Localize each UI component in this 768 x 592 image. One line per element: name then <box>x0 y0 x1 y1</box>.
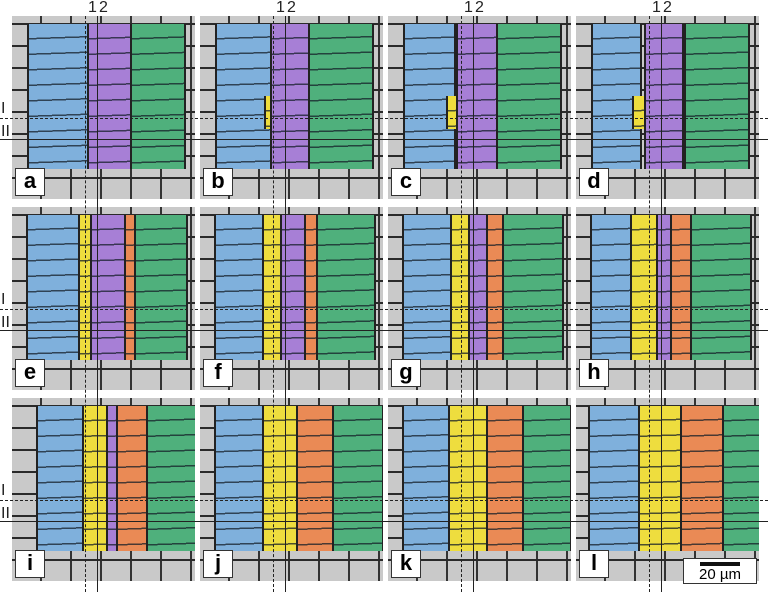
panel-label: g <box>391 359 421 387</box>
line-label: II <box>1 123 10 140</box>
panel-label: k <box>391 550 421 578</box>
panel-label: d <box>579 168 609 196</box>
cell-file-orange <box>296 406 336 551</box>
cell-file-orange <box>680 406 726 551</box>
cell-file-green <box>146 406 195 551</box>
cell-file-blue <box>27 24 91 169</box>
line-I <box>0 309 768 310</box>
line-label: II <box>1 505 10 522</box>
cell-file-green <box>522 406 571 551</box>
line-2 <box>661 16 662 592</box>
micrograph-panel-g: g <box>388 207 571 390</box>
line-label: I <box>1 482 6 499</box>
micrograph-panel-h: h <box>576 207 759 390</box>
micrograph-panel-k: k <box>388 398 571 581</box>
cell-file-green <box>332 406 383 551</box>
cell-file-green <box>684 24 750 169</box>
panel-label: h <box>579 359 609 387</box>
line-II <box>0 521 768 522</box>
line-2 <box>97 16 98 592</box>
line-label: 1 <box>652 0 661 16</box>
line-1 <box>649 16 650 592</box>
cell-file-yellow <box>448 406 490 551</box>
cell-file-orange <box>116 406 148 551</box>
line-label: 2 <box>99 0 108 16</box>
cell-file-green <box>130 24 186 169</box>
line-I <box>0 500 768 501</box>
micrograph-panel-i: i <box>12 398 195 581</box>
scale-bar-label: 20 µm <box>699 566 741 583</box>
cell-file-blue <box>214 406 266 551</box>
panel-label: c <box>391 168 421 196</box>
cell-file-blue <box>36 406 86 551</box>
cell-file-yellow <box>630 215 660 360</box>
panel-label: a <box>15 168 45 196</box>
line-label: 2 <box>663 0 672 16</box>
line-label: 1 <box>464 0 473 16</box>
cell-file-green <box>308 24 374 169</box>
cell-file-purple <box>270 24 312 169</box>
cell-file-purple <box>456 24 498 169</box>
line-II <box>0 330 768 331</box>
cell-file-green <box>690 215 752 360</box>
cell-file-yellow <box>262 406 300 551</box>
panel-label: l <box>579 550 609 578</box>
line-label: 1 <box>276 0 285 16</box>
micrograph-panel-a: a <box>12 16 195 199</box>
micrograph-panel-b: b <box>200 16 383 199</box>
cell-file-purple <box>87 24 134 169</box>
panel-label: j <box>203 550 233 578</box>
line-2 <box>473 16 474 592</box>
cell-file-blue <box>402 406 452 551</box>
cell-file-blue <box>591 24 642 169</box>
line-label: 2 <box>287 0 296 16</box>
micrograph-panel-e: e <box>12 207 195 390</box>
line-I <box>0 118 768 119</box>
cell-file-orange <box>486 406 526 551</box>
line-1 <box>85 16 86 592</box>
micrograph-panel-j: j <box>200 398 383 581</box>
micrograph-panel-d: d <box>576 16 759 199</box>
scale-bar-line <box>700 562 740 566</box>
line-1 <box>273 16 274 592</box>
panel-label: i <box>15 550 45 578</box>
cell-file-green <box>134 215 188 360</box>
line-label: II <box>1 314 10 331</box>
panel-label: e <box>15 359 45 387</box>
line-label: I <box>1 100 6 117</box>
micrograph-panel-f: f <box>200 207 383 390</box>
micrograph-panel-c: c <box>388 16 571 199</box>
line-2 <box>285 16 286 592</box>
line-label: 1 <box>88 0 97 16</box>
cell-file-purple <box>280 215 308 360</box>
cell-file-purple <box>644 24 684 169</box>
cell-file-blue <box>588 406 642 551</box>
line-label: 2 <box>475 0 484 16</box>
micrograph-panel-l: l <box>576 398 759 581</box>
cell-file-green <box>316 215 376 360</box>
cell-file-blue <box>215 24 272 169</box>
cell-file-blue <box>26 215 86 360</box>
cell-file-green <box>502 215 564 360</box>
cell-file-green <box>496 24 562 169</box>
scale-bar: 20 µm <box>683 558 757 584</box>
cell-file-yellow <box>82 406 110 551</box>
cell-file-orange <box>486 215 506 360</box>
cell-file-green <box>722 406 759 551</box>
panel-label: f <box>203 359 233 387</box>
line-label: I <box>1 291 6 308</box>
cell-file-blue <box>214 215 270 360</box>
line-II <box>0 139 768 140</box>
line-1 <box>461 16 462 592</box>
panel-label: b <box>203 168 233 196</box>
